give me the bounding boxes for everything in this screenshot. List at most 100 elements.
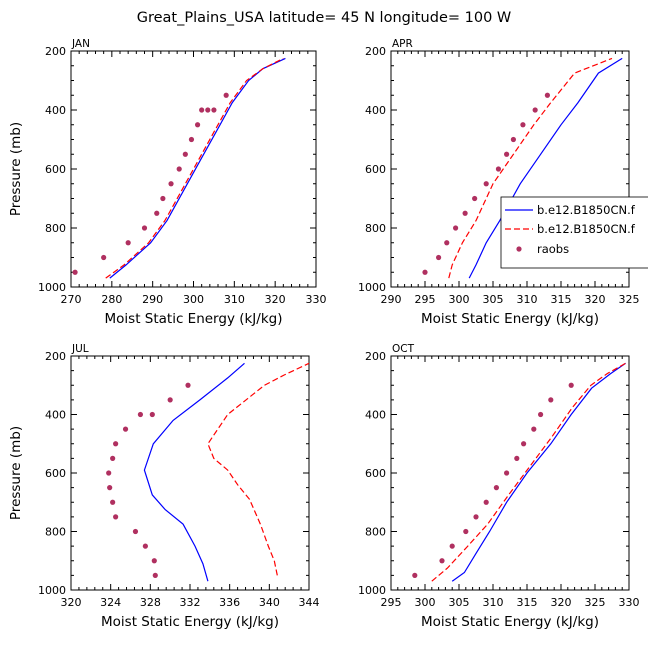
- y-axis-title: Pressure (mb): [8, 122, 24, 216]
- x-axis-title: Moist Static Energy (kJ/kg): [105, 311, 283, 327]
- model-line-dashed: [448, 57, 613, 279]
- model-line-solid: [143, 362, 245, 582]
- raobs-point: [495, 166, 502, 172]
- raobs-point: [462, 210, 468, 216]
- x-tick-label: 310: [517, 293, 538, 306]
- panel-label: APR: [392, 38, 413, 50]
- x-tick-label: 315: [517, 596, 538, 609]
- raobs-point: [137, 411, 144, 418]
- raobs-point: [182, 151, 188, 157]
- raobs-point: [167, 397, 173, 403]
- raobs-point: [521, 441, 527, 447]
- y-tick-label: 800: [365, 222, 386, 235]
- raobs-point: [125, 240, 131, 246]
- model-line-dashed: [105, 57, 284, 279]
- raobs-point: [568, 382, 574, 388]
- raobs-point: [160, 195, 166, 202]
- legend-swatch-marker: [516, 246, 522, 252]
- raobs-point: [538, 411, 544, 418]
- raobs-point: [532, 107, 538, 113]
- raobs-point: [110, 499, 116, 505]
- raobs-point: [205, 107, 211, 113]
- raobs-point: [122, 426, 129, 432]
- panel-label: JAN: [71, 38, 90, 50]
- raobs-point: [483, 499, 489, 505]
- plot-frame: [70, 50, 317, 288]
- model-line-dashed: [431, 362, 626, 582]
- y-tick-label: 400: [365, 104, 386, 117]
- x-tick-label: 295: [415, 293, 436, 306]
- raobs-point: [463, 528, 469, 535]
- raobs-point: [449, 543, 455, 549]
- x-tick-label: 344: [299, 596, 320, 609]
- raobs-point: [211, 107, 217, 113]
- raobs-point: [149, 411, 155, 418]
- raobs-point: [199, 107, 205, 113]
- panel-label: JUL: [71, 343, 89, 355]
- x-tick-label: 295: [381, 596, 402, 609]
- raobs-point: [439, 558, 445, 564]
- x-tick-label: 300: [415, 596, 436, 609]
- y-tick-label: 1000: [358, 281, 386, 294]
- model-line-solid: [109, 57, 286, 279]
- raobs-point: [106, 470, 112, 476]
- plot-frame: [390, 355, 630, 591]
- y-tick-label: 800: [45, 526, 66, 539]
- panel-oct: 295 300 305 310 315 320 325 330 200 400 600 800 1000…: [358, 343, 640, 630]
- x-tick-label: 320: [265, 293, 286, 306]
- raobs-point: [493, 485, 499, 491]
- x-tick-label: 310: [483, 596, 504, 609]
- raobs-point: [544, 92, 551, 98]
- x-tick-label: 305: [483, 293, 504, 306]
- raobs-point: [422, 269, 428, 275]
- panels: 270 280 290 300 310 320 330 200 400 600 800 1000 JAN…: [8, 38, 640, 630]
- y-tick-label: 400: [45, 409, 66, 422]
- x-tick-label: 336: [219, 596, 240, 609]
- x-tick-label: 325: [619, 293, 640, 306]
- y-tick-label: 600: [365, 163, 386, 176]
- x-tick-label: 280: [101, 293, 122, 306]
- legend-box: [500, 196, 648, 269]
- x-tick-label: 270: [61, 293, 82, 306]
- legend-label: b.e12.B1850CN.f: [537, 222, 636, 236]
- raobs-point: [453, 225, 459, 231]
- raobs-point: [412, 572, 418, 578]
- raobs-point: [531, 426, 537, 432]
- x-axis-title: Moist Static Energy (kJ/kg): [421, 311, 599, 327]
- y-tick-label: 400: [365, 409, 386, 422]
- raobs-point: [473, 514, 479, 520]
- y-tick-label: 1000: [38, 281, 66, 294]
- y-tick-label: 200: [365, 350, 386, 363]
- raobs-point: [110, 455, 116, 461]
- raobs-point: [194, 122, 201, 128]
- x-tick-label: 320: [61, 596, 82, 609]
- raobs-point: [504, 470, 510, 476]
- raobs-point: [520, 122, 526, 128]
- x-tick-label: 332: [180, 596, 201, 609]
- model-line-solid: [451, 362, 626, 582]
- x-tick-label: 330: [306, 293, 327, 306]
- x-tick-label: 300: [449, 293, 470, 306]
- raobs-point: [436, 254, 442, 261]
- x-tick-label: 340: [259, 596, 280, 609]
- x-tick-label: 315: [551, 293, 572, 306]
- panel-label: OCT: [392, 343, 415, 355]
- y-tick-label: 1000: [38, 584, 66, 597]
- raobs-point: [176, 166, 182, 172]
- raobs-point: [113, 514, 119, 520]
- raobs-point: [185, 382, 191, 388]
- raobs-point: [141, 225, 148, 231]
- raobs-point: [472, 195, 478, 202]
- raobs-point: [168, 181, 174, 187]
- y-tick-label: 1000: [358, 584, 386, 597]
- figure-title: Great_Plains_USA latitude= 45 N longitud…: [137, 10, 512, 26]
- raobs-point: [483, 181, 489, 187]
- panel-jul: 320 324 328 332 336 340 344 200 400 600 800 1000 JUL…: [8, 343, 320, 630]
- raobs-point: [113, 441, 119, 447]
- x-tick-label: 330: [619, 596, 640, 609]
- raobs-point: [107, 485, 113, 491]
- legend: b.e12.B1850CN.f b.e12.B1850CN.f raobs: [500, 196, 648, 269]
- x-axis-title: Moist Static Energy (kJ/kg): [421, 614, 599, 630]
- y-tick-label: 800: [45, 222, 66, 235]
